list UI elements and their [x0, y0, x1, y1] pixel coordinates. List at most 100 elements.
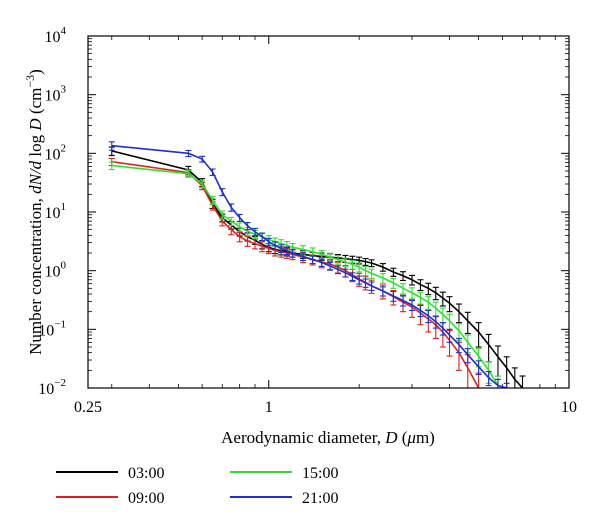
error-bar [199, 155, 206, 163]
error-bar [236, 231, 243, 243]
error-bar [252, 238, 259, 250]
error-bar [464, 311, 471, 335]
error-bar [439, 322, 446, 336]
error-bar [390, 267, 397, 277]
error-bar [259, 241, 266, 253]
error-bar [417, 291, 424, 305]
error-bar [289, 248, 296, 258]
error-bar [342, 257, 349, 268]
error-bar [327, 261, 334, 271]
error-bar [379, 273, 386, 284]
error-bar [432, 286, 439, 301]
series-line [111, 164, 499, 386]
series-1500 [108, 161, 501, 388]
series-2100 [108, 141, 510, 388]
series-line [111, 160, 480, 388]
x-tick-label: 1 [265, 399, 273, 416]
error-bar [400, 271, 407, 282]
series-0300 [108, 146, 526, 388]
error-bar [272, 241, 279, 250]
error-bar [409, 287, 416, 300]
y-tick-label: 10−1 [38, 318, 66, 339]
legend-label: 15:00 [302, 465, 338, 482]
error-bar [318, 258, 325, 267]
error-bar [236, 213, 243, 223]
error-bar [446, 296, 453, 313]
axis-ticks [88, 35, 570, 389]
error-bar [356, 275, 363, 285]
legend: 03:00 09:00 15:00 21:00 [56, 465, 338, 507]
error-bar [362, 278, 369, 288]
y-tick-label: 10−2 [38, 377, 66, 398]
legend-label: 03:00 [128, 465, 164, 482]
x-axis-label: Aerodynamic diameter, D (μm) [221, 428, 435, 447]
error-bar [475, 372, 482, 388]
error-bar [368, 259, 375, 268]
error-bar [417, 304, 424, 318]
error-bar [390, 291, 397, 302]
error-bar [228, 216, 235, 226]
error-bar [425, 296, 432, 310]
error-bar [368, 268, 375, 279]
error-bar [400, 283, 407, 295]
error-bar [327, 252, 334, 263]
error-bar [475, 322, 482, 348]
error-bar [464, 348, 471, 364]
error-bar [455, 337, 462, 354]
error-bar [334, 265, 341, 275]
y-tick-label: 103 [45, 84, 67, 105]
error-bar [511, 367, 518, 388]
error-bar [283, 246, 290, 256]
error-bar [409, 274, 416, 286]
error-bar [455, 303, 462, 324]
error-bar [199, 180, 206, 189]
x-tick-label: 0.25 [74, 399, 102, 416]
legend-item: 15:00 [230, 465, 338, 482]
error-bar [400, 295, 407, 307]
error-bar [259, 232, 266, 242]
error-bar [252, 227, 259, 237]
error-bar [494, 345, 501, 377]
error-bar [219, 188, 226, 197]
error-bar [425, 282, 432, 296]
y-tick-label: 101 [45, 201, 67, 222]
legend-item: 09:00 [56, 490, 164, 507]
error-bar [417, 279, 424, 292]
error-bar [244, 236, 251, 247]
error-bar [432, 316, 439, 329]
error-bar [409, 299, 416, 311]
legend-label: 21:00 [302, 490, 338, 507]
error-bar [425, 309, 432, 324]
error-bar [219, 210, 226, 220]
error-bar [244, 222, 251, 231]
error-bar [334, 254, 341, 265]
error-bar [209, 195, 216, 205]
error-bar [379, 286, 386, 297]
plot-frame [87, 35, 570, 389]
error-bar [228, 203, 235, 212]
error-bar [439, 291, 446, 307]
error-bar [265, 237, 272, 247]
error-bar [485, 371, 492, 387]
error-bar [379, 263, 386, 272]
x-tick-labels: 0.25 1 10 [74, 399, 577, 416]
series-line [111, 144, 507, 388]
error-bar [236, 222, 243, 232]
error-bar [299, 252, 306, 262]
error-bar [503, 382, 510, 388]
error-bar [455, 323, 462, 341]
y-axis-label: Number concentration, dN/d log D (cm−3) [23, 69, 45, 355]
y-tick-label: 104 [45, 25, 67, 46]
y-tick-labels: 10−2 10−1 100 101 102 103 104 [38, 25, 66, 398]
error-bar [185, 169, 192, 178]
error-bar [349, 272, 356, 282]
series-layer [108, 141, 526, 388]
legend-label: 09:00 [128, 490, 164, 507]
error-bar [446, 328, 453, 343]
legend-item: 03:00 [56, 465, 164, 482]
x-tick-label: 10 [561, 399, 577, 416]
error-bar [349, 259, 356, 270]
error-bar [519, 375, 526, 388]
error-bar [368, 281, 375, 292]
error-bar [362, 265, 369, 277]
